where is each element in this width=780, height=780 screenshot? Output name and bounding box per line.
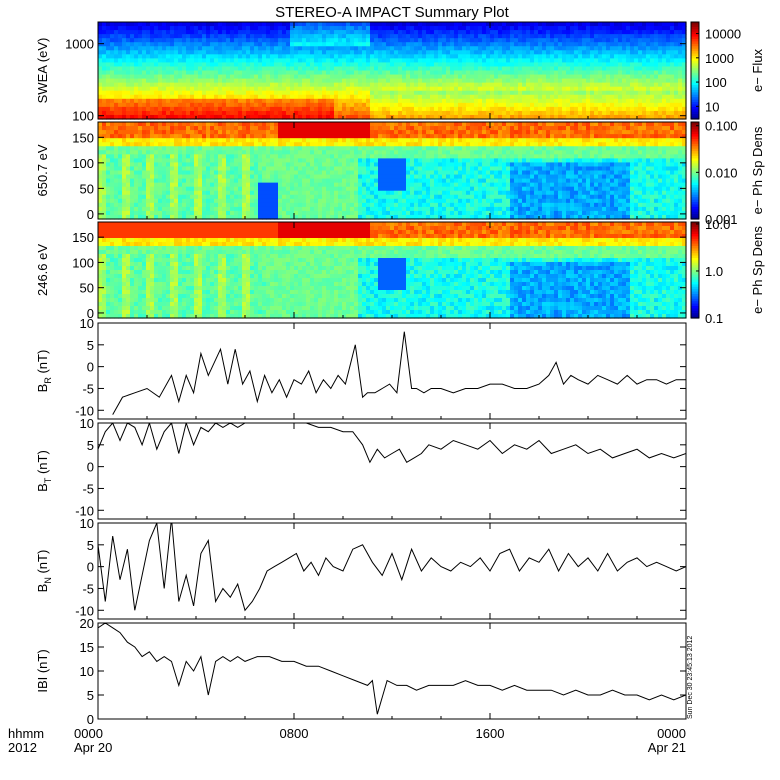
colorbar-swea-tick-label: 100 xyxy=(705,75,727,90)
series-Bmag-ytick-label: 15 xyxy=(80,640,94,655)
spectrogram-pad246-ytick-label: 100 xyxy=(72,255,94,270)
colorbar-pad246-label: e− Ph Sp Dens xyxy=(750,226,765,314)
series-panel-BT: -10 -5 0 5 10 BT (nT) xyxy=(35,416,687,520)
colorbar-swea-tick-label: 10000 xyxy=(705,27,741,42)
spectrogram-swea: 100 1000 SWEA (eV) xyxy=(35,21,687,124)
chart-title: STEREO-A IMPACT Summary Plot xyxy=(275,4,509,21)
colorbar-pad650-frame xyxy=(690,121,700,220)
colorbar-swea-tick-label: 1000 xyxy=(705,51,734,66)
spectrogram-pad650-ytick-label: 150 xyxy=(72,130,94,145)
colorbar-swea-frame xyxy=(690,21,700,120)
series-Bmag-frame xyxy=(97,622,687,720)
series-BT-ytick-label: 5 xyxy=(87,438,94,453)
colorbar-swea: 10 100 1000 10000 e− Flux xyxy=(690,21,765,120)
time-axis-tick-label: 0800 xyxy=(280,726,309,741)
spectrogram-pad246-ylabel: 246.6 eV xyxy=(35,244,50,296)
series-BN-ytick-label: 0 xyxy=(87,560,94,575)
generation-stamp: Sun Dec 30 23:45:13 2012 xyxy=(687,636,694,719)
spectrogram-swea-ylabel: SWEA (eV) xyxy=(35,38,50,104)
series-Bmag-ytick-label: 20 xyxy=(80,616,94,631)
colorbar-pad650-tick-label: 0.100 xyxy=(705,119,738,134)
series-BT-ytick-label: -5 xyxy=(82,481,94,496)
series-BN-ytick-label: -10 xyxy=(75,603,94,618)
series-BR-frame xyxy=(97,322,687,420)
series-BT-frame xyxy=(97,422,687,520)
series-BR-ytick-label: -10 xyxy=(75,403,94,418)
time-axis-date-label: Apr 21 xyxy=(648,740,686,755)
colorbar-pad246-tick-label: 0.1 xyxy=(705,311,723,326)
time-axis-tick-label: 1600 xyxy=(476,726,505,741)
colorbar-swea-tick-label: 10 xyxy=(705,99,719,114)
series-BT-line xyxy=(98,423,686,464)
series-BT-ytick-label: 0 xyxy=(87,460,94,475)
series-panel-Bmag: 0 5 10 15 20 IBI (nT) xyxy=(35,616,687,727)
spectrogram-swea-ytick-label: 100 xyxy=(72,109,94,124)
colorbar-pad650-label: e− Ph Sp Dens xyxy=(750,126,765,214)
series-BR-line xyxy=(112,331,686,415)
spectrogram-swea-ytick-label: 1000 xyxy=(65,37,94,52)
colorbar-pad246-tick-label: 10.0 xyxy=(705,217,730,232)
spectrogram-pad650-ylabel: 650.7 eV xyxy=(35,144,50,196)
series-BR-ytick-label: -5 xyxy=(82,381,94,396)
series-BR-ytick-label: 0 xyxy=(87,360,94,375)
series-BT-ylabel: BT (nT) xyxy=(35,450,53,492)
spectrogram-pad246-ytick-label: 0 xyxy=(87,306,94,321)
series-Bmag-line xyxy=(98,623,686,715)
spectrogram-pad650: 0 50 100 150 650.7 eV xyxy=(35,121,687,222)
series-panel-BN: -10 -5 0 5 10 BN (nT) xyxy=(35,516,687,620)
spectrogram-pad246-ytick-label: 150 xyxy=(72,230,94,245)
series-BN-ytick-label: 5 xyxy=(87,538,94,553)
series-BR-ytick-label: 5 xyxy=(87,338,94,353)
series-BR-ylabel: BR (nT) xyxy=(35,350,53,393)
colorbar-swea-label: e− Flux xyxy=(750,49,765,92)
colorbar-pad246-tick-label: 1.0 xyxy=(705,264,723,279)
series-BN-ylabel: BN (nT) xyxy=(35,550,53,593)
series-BR-ytick-label: 10 xyxy=(80,316,94,331)
series-Bmag-ylabel: IBI (nT) xyxy=(35,649,50,692)
time-axis-date-label: Apr 20 xyxy=(74,740,112,755)
series-Bmag-ytick-label: 10 xyxy=(80,664,94,679)
colorbars: 10 100 1000 10000 e− Flux 0.001 0.010 0.100 e− P… xyxy=(690,21,765,326)
spectrogram-pad246: 0 50 100 150 246.6 eV xyxy=(35,221,687,321)
series-BN-line xyxy=(98,523,686,612)
series-Bmag-ytick-label: 5 xyxy=(87,688,94,703)
time-axis-tick-label: 0000 xyxy=(74,726,103,741)
spectrogram-pad246-ytick-label: 50 xyxy=(80,281,94,296)
series-BT-ytick-label: -10 xyxy=(75,503,94,518)
time-axis-tick-label: 0000 xyxy=(657,726,686,741)
colorbar-pad650-tick-label: 0.001 xyxy=(705,212,738,227)
series-BT-ytick-label: 10 xyxy=(80,416,94,431)
colorbar-pad650-tick-label: 0.010 xyxy=(705,165,738,180)
series-Bmag-ytick-label: 0 xyxy=(87,712,94,727)
colorbar-pad246: 0.1 1.0 10.0 e− Ph Sp Dens xyxy=(690,217,765,326)
spectrogram-pad650-ytick-label: 100 xyxy=(72,156,94,171)
spectrogram-pad650-ytick-label: 0 xyxy=(87,207,94,222)
colorbar-pad246-frame xyxy=(690,221,700,319)
time-axis-units-label: hhmm xyxy=(8,726,44,741)
time-axis-year-label: 2012 xyxy=(8,740,37,755)
spectrogram-pad650-ytick-label: 50 xyxy=(80,181,94,196)
series-BN-ytick-label: -5 xyxy=(82,581,94,596)
magnetic-field-panels: -10 -5 0 5 10 BR (nT) -10 -5 0 5 10 BT (nT) -10 -5 0 5 1… xyxy=(35,316,687,727)
series-panel-BR: -10 -5 0 5 10 BR (nT) xyxy=(35,316,687,420)
series-BN-ytick-label: 10 xyxy=(80,516,94,531)
colorbar-pad650: 0.001 0.010 0.100 e− Ph Sp Dens xyxy=(690,119,765,227)
